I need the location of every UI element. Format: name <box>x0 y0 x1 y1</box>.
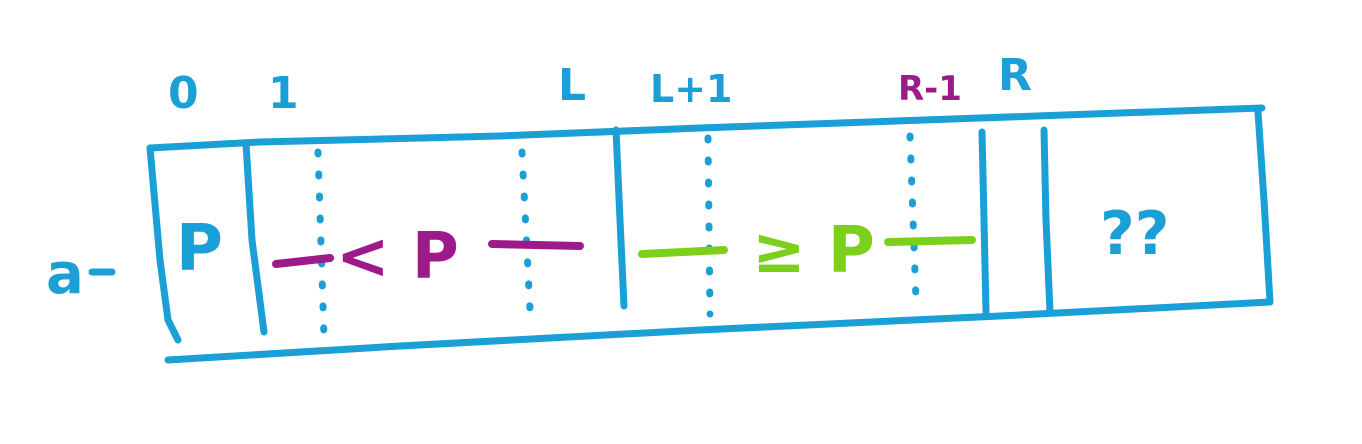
less-region-left-bar <box>272 254 334 268</box>
guide-index-l <box>518 148 534 314</box>
less-region-right-bar <box>488 240 584 250</box>
unknown-cell-text: ?? <box>1100 199 1170 269</box>
less-than-region: < P <box>272 220 584 294</box>
index-guides <box>314 132 920 340</box>
index-label-l: L <box>558 60 586 111</box>
ge-region-right-bar <box>884 236 976 246</box>
pivot-cell-text: P <box>176 212 223 286</box>
less-region-text: < P <box>336 220 459 294</box>
ge-region-text: ≥ P <box>752 214 875 288</box>
divider-before-r <box>978 128 990 316</box>
divider-after-r <box>1040 126 1054 316</box>
greater-equal-region: ≥ P <box>638 214 976 288</box>
divider-after-pivot <box>242 140 268 336</box>
guide-index-r-minus-1 <box>906 132 920 304</box>
array-outline <box>146 104 1274 364</box>
cell-dividers <box>242 126 1054 336</box>
index-label-r-minus-1: R-1 <box>898 69 962 109</box>
divider-after-l <box>612 126 628 310</box>
array-label: a <box>46 242 84 307</box>
guide-index-1 <box>314 148 328 340</box>
guide-index-l-plus-1 <box>704 134 714 318</box>
index-label-l-plus-1: L+1 <box>650 67 733 111</box>
index-label-1: 1 <box>268 68 299 119</box>
index-label-0: 0 <box>168 68 199 119</box>
index-label-r: R <box>998 50 1032 101</box>
ge-region-left-bar <box>638 246 728 258</box>
